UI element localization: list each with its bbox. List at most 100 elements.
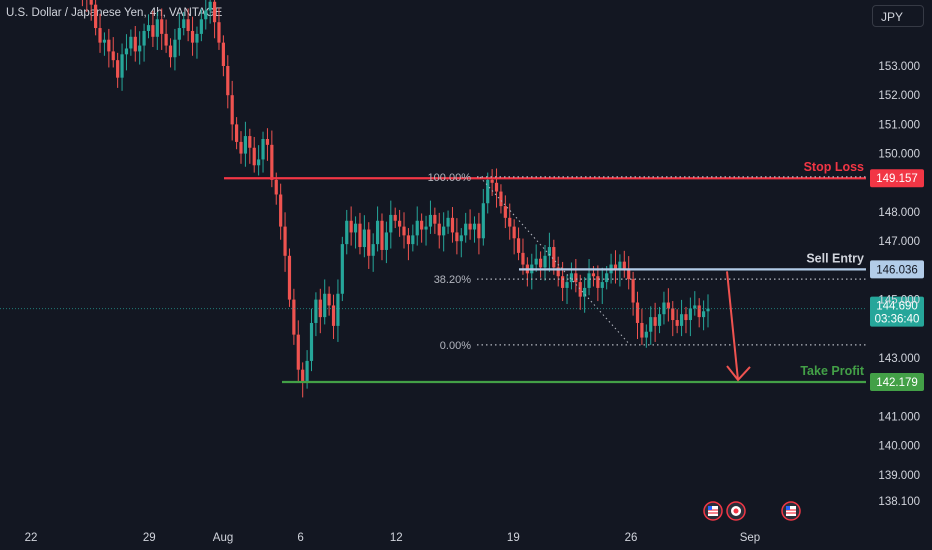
candle-body xyxy=(195,33,199,43)
candle-body xyxy=(292,299,296,335)
candle-body xyxy=(688,308,692,321)
candle-body xyxy=(323,293,327,318)
candle-body xyxy=(124,48,129,55)
candle-body xyxy=(164,33,168,46)
candle-body xyxy=(552,247,556,268)
candle-body xyxy=(353,223,358,233)
candle-body xyxy=(257,159,261,166)
candle-body xyxy=(168,45,173,58)
candle-body xyxy=(472,223,477,230)
candle-body xyxy=(389,214,393,233)
candle-body xyxy=(450,217,455,233)
candle-body xyxy=(182,19,186,29)
candle-body xyxy=(468,223,472,230)
candle-body xyxy=(565,282,569,288)
candle-body xyxy=(644,331,648,338)
currency-selector[interactable]: JPY xyxy=(872,5,924,27)
time-tick-label: 6 xyxy=(297,532,303,544)
candle-body xyxy=(521,252,525,265)
price-tick-label: 147.000 xyxy=(878,236,920,248)
candle-body xyxy=(345,220,349,245)
candle-body xyxy=(635,302,640,323)
candle-body xyxy=(433,214,437,224)
candle-body xyxy=(138,45,142,52)
level-price-tag xyxy=(870,372,924,391)
price-tick-label: 145.000 xyxy=(878,295,920,307)
candle-body xyxy=(697,305,701,318)
candle-body xyxy=(94,4,98,29)
candle-body xyxy=(318,299,322,318)
time-tick-label: Sep xyxy=(740,532,760,544)
candle-body xyxy=(494,182,499,192)
candle-body xyxy=(666,302,670,309)
candle-body xyxy=(243,136,248,154)
candle-body xyxy=(270,144,274,180)
candle-body xyxy=(283,226,287,256)
candle-body xyxy=(428,214,433,227)
candle-body xyxy=(375,220,380,245)
candle-body xyxy=(155,19,159,37)
candle-body xyxy=(314,299,318,323)
price-tick-label: 148.000 xyxy=(878,207,920,219)
level-price-text: 149.157 xyxy=(876,173,918,185)
candle-body xyxy=(605,273,609,283)
candle-body xyxy=(631,279,635,303)
level-label: Sell Entry xyxy=(806,251,864,265)
level-price-text: 142.179 xyxy=(876,377,918,389)
candle-body xyxy=(653,317,657,326)
candle-body xyxy=(336,293,340,326)
candle-body xyxy=(358,223,362,248)
candle-body xyxy=(679,314,684,326)
candle-body xyxy=(305,360,309,382)
candles-group xyxy=(81,0,710,398)
candle-body xyxy=(402,226,406,236)
candle-body xyxy=(547,247,551,256)
candle-body xyxy=(596,276,600,288)
fib-label: 100.00% xyxy=(428,172,472,184)
current-price-tag xyxy=(870,296,924,327)
candle-body xyxy=(248,136,252,148)
candle-body xyxy=(111,51,115,61)
candle-body xyxy=(446,217,450,227)
candle-body xyxy=(287,255,292,300)
projection-arrowhead xyxy=(726,365,751,382)
price-tick-label: 138.100 xyxy=(878,496,920,508)
price-tick-label: 151.000 xyxy=(878,119,920,131)
candle-body xyxy=(508,217,512,227)
flag-canton xyxy=(786,506,790,510)
time-tick-label: 29 xyxy=(143,532,156,544)
candle-body xyxy=(693,305,697,309)
candle-body xyxy=(331,305,336,326)
candle-body xyxy=(208,1,212,11)
candle-body xyxy=(309,322,314,361)
candle-body xyxy=(98,28,102,43)
price-tick-label: 152.000 xyxy=(878,90,920,102)
flag-us-icon[interactable] xyxy=(703,501,723,521)
candle-body xyxy=(226,66,230,96)
level-price-tag xyxy=(870,169,924,188)
candle-body xyxy=(393,214,397,221)
candle-body xyxy=(420,220,424,230)
overlay-group: Stop Loss 149.157 Sell Entry 146.036 Take Pr… xyxy=(0,160,924,521)
candle-body xyxy=(618,261,622,271)
candle-body xyxy=(442,226,446,236)
candle-body xyxy=(107,39,111,52)
candle-body xyxy=(415,220,419,236)
candle-body xyxy=(561,276,565,288)
candle-body xyxy=(622,261,626,271)
candle-body xyxy=(160,19,164,34)
candle-body xyxy=(102,39,107,43)
price-tick-label: 150.000 xyxy=(878,149,920,161)
candle-body xyxy=(600,282,604,288)
candle-body xyxy=(613,264,618,271)
flag-us-icon[interactable] xyxy=(781,501,801,521)
time-tick-label: Aug xyxy=(213,532,233,544)
candle-body xyxy=(516,238,521,253)
candle-body xyxy=(671,308,675,321)
candle-body xyxy=(217,22,221,43)
price-axis: 153.000 152.000 151.000 150.000 148.000 147.0… xyxy=(25,61,920,544)
time-tick-label: 26 xyxy=(625,532,638,544)
event-alert-icon[interactable] xyxy=(726,501,746,521)
candle-body xyxy=(640,322,644,338)
